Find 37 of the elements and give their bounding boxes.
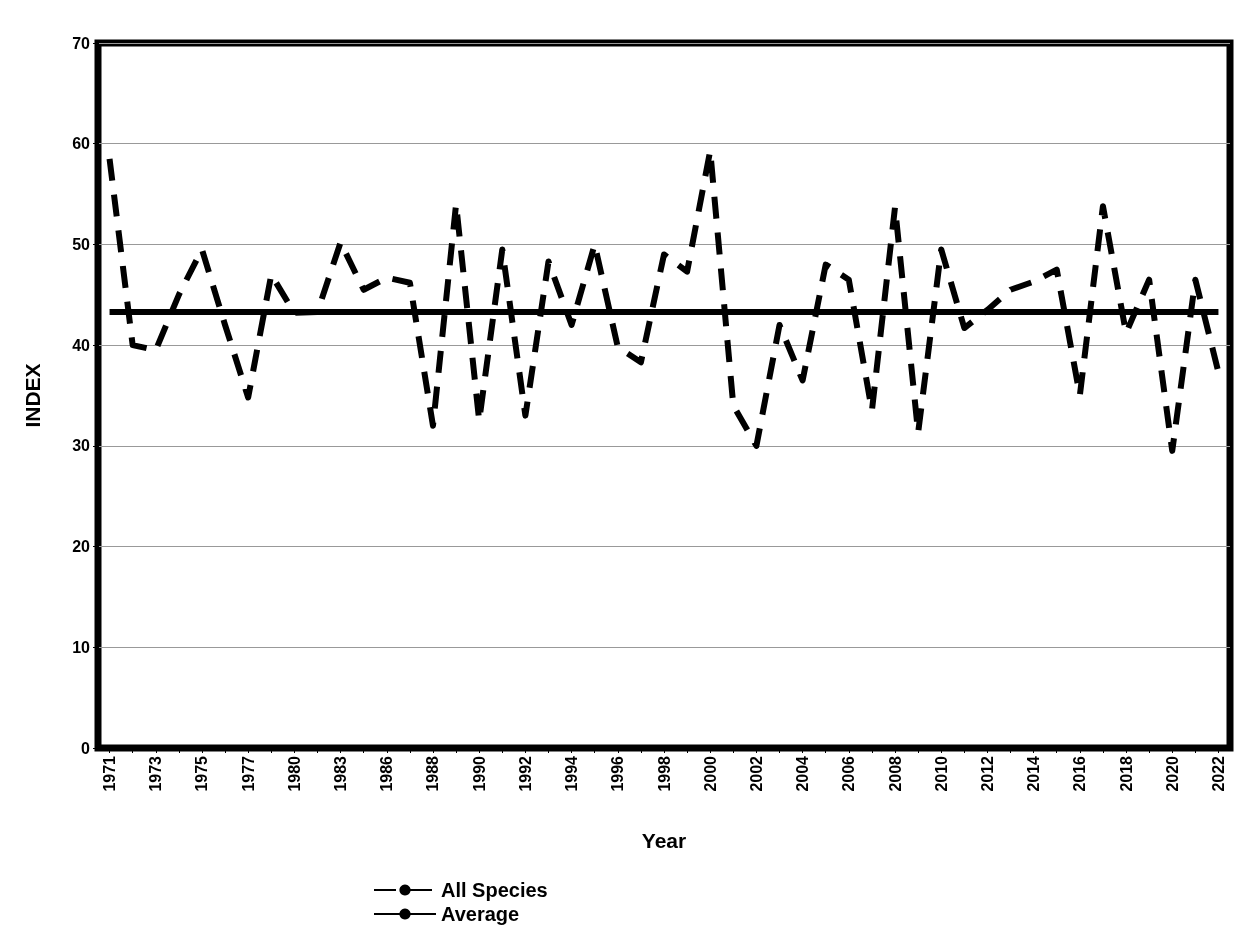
- x-tick-label: 1988: [424, 755, 442, 792]
- y-tick-label: 0: [81, 739, 91, 757]
- x-tick-label: 1973: [147, 755, 165, 792]
- y-tick-label: 70: [72, 34, 91, 52]
- x-tick-label: 2004: [794, 755, 812, 792]
- x-tick-label: 1980: [285, 755, 303, 792]
- x-tick-label: 2010: [932, 755, 950, 792]
- x-tick-label: 1992: [516, 755, 534, 792]
- x-tick-label: 2012: [978, 755, 996, 792]
- x-tick-label: 2016: [1071, 755, 1089, 792]
- x-tick-label: 2006: [840, 755, 858, 792]
- legend-label: All Species: [441, 879, 548, 901]
- x-tick-label: 1983: [332, 755, 350, 792]
- x-tick-label: 1971: [101, 755, 119, 792]
- x-axis-title: Year: [641, 829, 687, 852]
- y-tick-label: 40: [72, 336, 91, 354]
- y-tick-label: 20: [72, 538, 91, 556]
- x-tick-label: 2022: [1209, 755, 1227, 792]
- x-tick-label: 1996: [609, 755, 627, 792]
- legend-label: Average: [441, 903, 520, 925]
- x-tick-label: 1998: [655, 755, 673, 792]
- y-tick-label: 50: [72, 235, 91, 253]
- x-tick-label: 2018: [1117, 755, 1135, 792]
- x-tick-label: 1990: [470, 755, 488, 792]
- y-axis-title: INDEX: [21, 363, 44, 428]
- x-tick-label: 1975: [193, 755, 211, 792]
- x-tick-label: 1986: [378, 755, 396, 792]
- x-tick-label: 1994: [563, 755, 581, 792]
- y-tick-label: 10: [72, 638, 91, 656]
- x-tick-label: 2002: [747, 755, 765, 792]
- x-tick-label: 2014: [1025, 755, 1043, 792]
- x-tick-label: 2000: [701, 755, 719, 792]
- y-tick-label: 30: [72, 437, 91, 455]
- y-tick-label: 60: [72, 135, 91, 153]
- x-tick-label: 2008: [886, 755, 904, 792]
- x-tick-label: 1977: [239, 755, 257, 792]
- x-tick-label: 2020: [1163, 755, 1181, 792]
